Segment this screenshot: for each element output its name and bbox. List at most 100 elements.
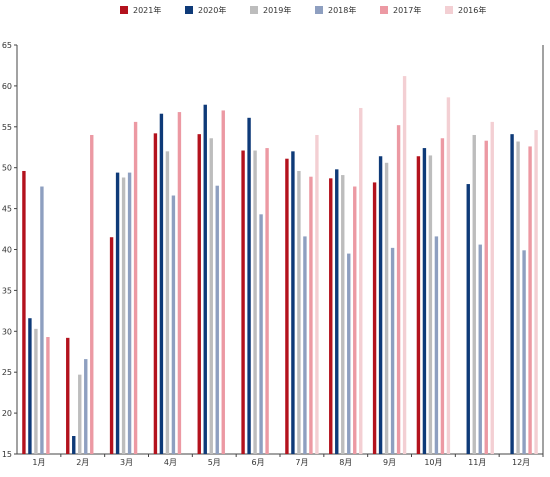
bar — [309, 176, 313, 454]
x-tick-label: 12月 — [512, 458, 530, 467]
legend: 2021年 2020年 2019年 2018年 2017年 2016年 — [120, 5, 486, 15]
bar — [384, 162, 389, 455]
bar — [121, 177, 126, 455]
bar — [396, 125, 401, 454]
legend-label: 2019年 — [263, 5, 291, 15]
bar — [534, 130, 538, 454]
bar — [22, 170, 26, 455]
bar — [446, 97, 451, 455]
x-tick-label: 9月 — [383, 458, 396, 467]
bar — [329, 178, 333, 455]
x-tick-label: 1月 — [32, 458, 45, 467]
bar — [165, 151, 170, 454]
bar — [478, 244, 482, 454]
bar — [390, 247, 395, 454]
legend-label: 2021年 — [133, 5, 161, 15]
bar — [315, 134, 319, 455]
bar — [153, 133, 158, 454]
x-axis: 1月 2月 3月 4月 5月 6月 7月 8月 9月 10月 11月 12月 — [17, 453, 544, 467]
bar — [159, 113, 164, 454]
y-tick-label: 60 — [2, 82, 12, 91]
bar — [428, 155, 433, 454]
x-tick-label: 3月 — [120, 458, 133, 467]
bar — [510, 134, 514, 455]
y-tick-label: 30 — [2, 327, 12, 336]
bar — [402, 76, 407, 455]
bar — [353, 186, 357, 454]
y-tick-label: 50 — [2, 164, 12, 173]
x-tick-label: 11月 — [468, 458, 486, 467]
legend-label: 2016年 — [458, 5, 486, 15]
bar — [90, 134, 94, 455]
bar — [528, 146, 532, 454]
bar — [472, 134, 476, 455]
bar — [285, 158, 289, 454]
legend-label: 2018年 — [328, 5, 356, 15]
legend-swatch — [185, 6, 193, 14]
bar — [46, 337, 50, 454]
bar — [416, 156, 421, 455]
y-tick-label: 55 — [2, 123, 12, 132]
bar — [303, 236, 307, 454]
legend-swatch — [120, 6, 128, 14]
bar — [247, 117, 251, 454]
bar — [40, 186, 44, 454]
legend-swatch — [250, 6, 258, 14]
bar — [378, 156, 383, 455]
bar — [422, 148, 427, 454]
bar — [115, 172, 120, 454]
legend-swatch — [380, 6, 388, 14]
y-tick-label: 65 — [2, 41, 12, 50]
y-tick-label: 15 — [2, 450, 12, 459]
bar — [484, 140, 488, 454]
bar — [522, 250, 526, 454]
x-tick-label: 4月 — [164, 458, 177, 467]
bar — [466, 184, 470, 454]
bar — [215, 185, 219, 455]
x-tick-label: 8月 — [339, 458, 352, 467]
bar — [347, 253, 351, 454]
bar — [66, 337, 70, 454]
x-tick-label: 6月 — [252, 458, 265, 467]
bar — [297, 170, 301, 455]
bar — [253, 150, 257, 454]
bar — [84, 359, 88, 454]
bar — [197, 134, 201, 455]
bar — [209, 138, 213, 454]
x-tick-label: 10月 — [424, 458, 442, 467]
legend-swatch — [315, 6, 323, 14]
y-tick-label: 35 — [2, 286, 12, 295]
bar — [359, 107, 363, 455]
y-tick-label: 25 — [2, 368, 12, 377]
bar — [109, 237, 114, 454]
y-axis: 15 20 25 30 35 40 45 50 55 60 65 — [2, 41, 544, 459]
bars — [22, 76, 538, 455]
bar — [335, 169, 339, 454]
bar — [434, 236, 439, 454]
legend-label: 2017年 — [393, 5, 421, 15]
x-tick-label: 2月 — [76, 458, 89, 467]
bar — [516, 141, 520, 455]
bar — [291, 151, 295, 454]
bar — [203, 104, 207, 455]
bar — [221, 110, 225, 454]
x-tick-label: 7月 — [295, 458, 308, 467]
bar — [127, 172, 132, 454]
y-tick-label: 20 — [2, 409, 12, 418]
bar — [133, 121, 138, 454]
y-tick-label: 45 — [2, 205, 12, 214]
y-tick-label: 40 — [2, 246, 12, 255]
bar — [78, 374, 82, 454]
bar — [241, 150, 245, 454]
bar — [72, 436, 76, 454]
bar — [259, 214, 263, 454]
bar — [440, 138, 445, 454]
legend-label: 2020年 — [198, 5, 226, 15]
bar — [265, 148, 269, 454]
legend-swatch — [445, 6, 453, 14]
bar — [177, 112, 182, 455]
bar — [28, 318, 32, 454]
bar — [372, 182, 377, 454]
